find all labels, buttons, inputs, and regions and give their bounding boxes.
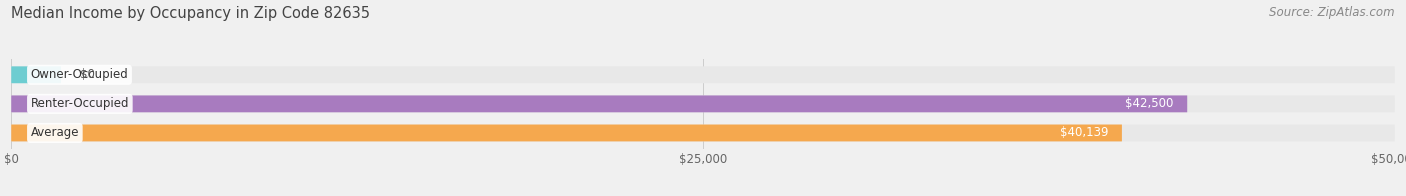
FancyBboxPatch shape: [11, 124, 1122, 141]
Text: Average: Average: [31, 126, 79, 140]
FancyBboxPatch shape: [11, 124, 1395, 141]
FancyBboxPatch shape: [11, 66, 1395, 83]
Text: $42,500: $42,500: [1125, 97, 1174, 110]
FancyBboxPatch shape: [11, 95, 1395, 112]
FancyBboxPatch shape: [11, 95, 1187, 112]
Text: $0: $0: [80, 68, 96, 81]
Text: Owner-Occupied: Owner-Occupied: [31, 68, 128, 81]
Text: Median Income by Occupancy in Zip Code 82635: Median Income by Occupancy in Zip Code 8…: [11, 6, 370, 21]
Text: Source: ZipAtlas.com: Source: ZipAtlas.com: [1270, 6, 1395, 19]
FancyBboxPatch shape: [11, 66, 60, 83]
Text: Renter-Occupied: Renter-Occupied: [31, 97, 129, 110]
Text: $40,139: $40,139: [1060, 126, 1108, 140]
